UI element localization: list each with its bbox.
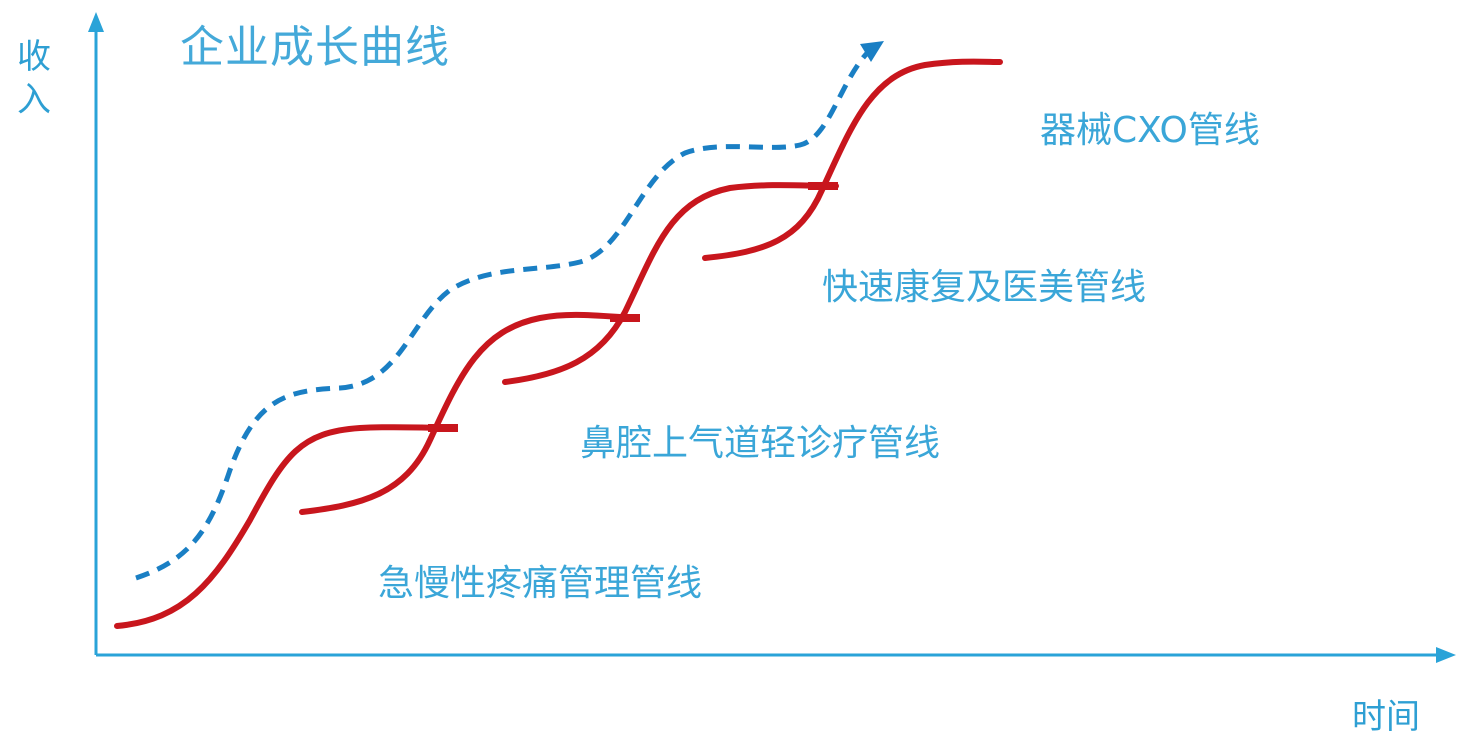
trend-dashed-line: [135, 48, 872, 581]
s-curve-3: [502, 182, 839, 385]
stage-label-airway: 鼻腔上气道轻诊疗管线: [580, 423, 941, 464]
y-axis-label-char: 收: [17, 37, 51, 77]
stage-label-device-cxo: 器械CXO管线: [1040, 110, 1260, 151]
y-axis-arrowhead: [88, 12, 104, 32]
y-axis-label-char: 入: [17, 79, 51, 120]
trend-arrowhead: [860, 41, 884, 62]
stage-label-pain-management: 急慢性疼痛管理管线: [378, 563, 703, 604]
diagram-title: 企业成长曲线: [180, 22, 450, 73]
s-curve-4: [702, 58, 1003, 261]
s-curve-1: [114, 424, 458, 629]
x-axis-arrowhead: [1436, 647, 1456, 663]
y-axis-label: 收入: [14, 36, 54, 121]
x-axis-label: 时间: [1352, 697, 1420, 737]
s-curve-2: [299, 311, 639, 515]
stage-label-rehab-aesthetics: 快速康复及医美管线: [822, 267, 1147, 308]
